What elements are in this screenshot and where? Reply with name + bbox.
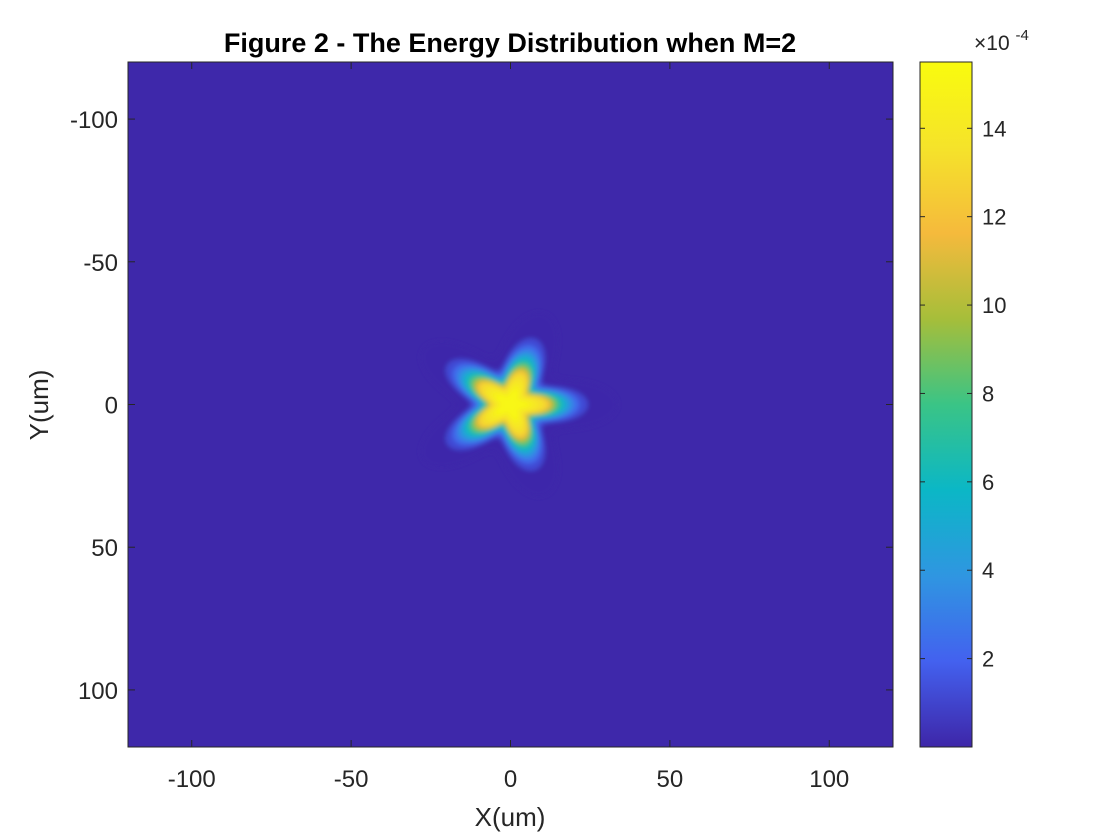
colorbar-tick-label: 4 (982, 558, 994, 583)
x-tick-label: 100 (809, 766, 849, 793)
x-tick-label: 50 (657, 766, 684, 793)
x-tick-label: 0 (504, 766, 517, 793)
y-tick-label: 0 (105, 393, 118, 420)
colorbar-tick-label: 14 (982, 116, 1006, 141)
y-tick-label: -50 (83, 250, 118, 277)
y-axis-label: Y(um) (24, 370, 54, 441)
x-tick-label: -100 (168, 766, 216, 793)
y-axis: -100 -50 0 50 100 (70, 107, 893, 705)
heatmap-level (498, 391, 526, 418)
colorbar-tick-label: 12 (982, 205, 1006, 230)
colorbar-tick-label: 8 (982, 381, 994, 406)
colorbar-tick-label: 6 (982, 470, 994, 495)
heatmap-contours (420, 312, 618, 497)
colorbar-exponent-power: -4 (1015, 27, 1028, 44)
x-tick-label: -50 (334, 766, 369, 793)
colorbar-exponent: ×10 -4 (974, 27, 1029, 55)
colorbar-tick-label: 2 (982, 647, 994, 672)
colorbar-scale (919, 61, 973, 748)
colorbar-ticks: 2 4 6 8 10 12 14 (920, 116, 1006, 672)
y-tick-label: 50 (91, 535, 118, 562)
heatmap-field (420, 312, 618, 497)
y-tick-label: 100 (78, 678, 118, 705)
colorbar-exponent-base: ×10 (974, 32, 1010, 55)
plot-area (127, 61, 894, 748)
y-tick-label: -100 (70, 107, 118, 134)
x-axis-label: X(um) (475, 802, 546, 832)
x-axis: -100 -50 0 50 100 (168, 62, 849, 793)
chart-title: Figure 2 - The Energy Distribution when … (224, 28, 796, 58)
colorbar: 2 4 6 8 10 12 14 ×10 -4 (919, 27, 1029, 748)
colorbar-tick-label: 10 (982, 293, 1006, 318)
